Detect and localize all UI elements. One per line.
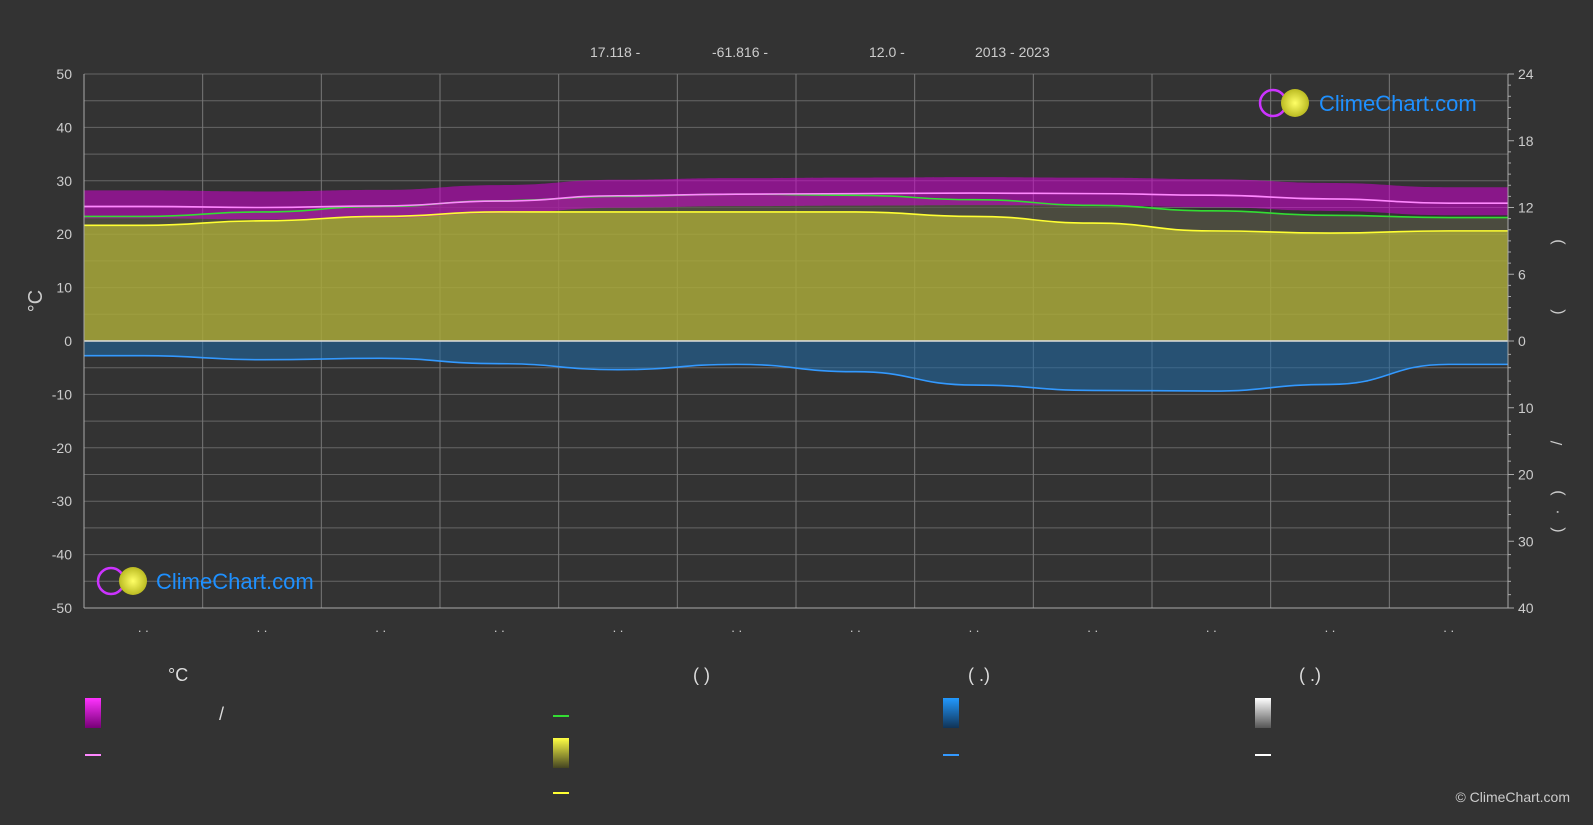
logo-bottom-left	[96, 566, 147, 596]
y-left-tick-label: 50	[56, 66, 72, 82]
legend-head-sun: ( )	[693, 665, 710, 685]
legend-temp-band-swatch	[85, 698, 101, 728]
precipitation-line	[83, 354, 1508, 392]
header-longitude: -61.816 -	[712, 44, 769, 60]
daylight-line	[84, 193, 1508, 219]
y-left-tick-label: -20	[52, 440, 72, 456]
y-right-mm-tick-label: 40	[1518, 600, 1534, 616]
y-right-axis-label: /	[1549, 440, 1566, 445]
legend-head-temperature: °C	[168, 665, 189, 685]
y-right-hours-tick-label: 18	[1518, 133, 1534, 149]
data-lines	[83, 192, 1508, 392]
x-tick-label: . .	[375, 620, 386, 635]
logo-text-bottom: ClimeChart.com	[156, 569, 314, 594]
y-left-tick-label: 40	[56, 119, 72, 135]
y-right-axis-label: )	[1549, 490, 1566, 495]
y-right-axis-label: (	[1549, 527, 1566, 533]
x-tick-label: . .	[1206, 620, 1217, 635]
x-tick-label: . .	[1087, 620, 1098, 635]
y-left-tick-label: -40	[52, 547, 72, 563]
legend-precip-swatch	[943, 698, 959, 728]
x-tick-label: . .	[138, 620, 149, 635]
sunshine-line	[84, 211, 1508, 234]
legend-head-snow: ( .)	[1299, 665, 1321, 685]
y-right-mm-tick-label: 10	[1518, 400, 1534, 416]
x-tick-label: . .	[1443, 620, 1454, 635]
precipitation-area	[84, 341, 1508, 392]
y-right-hours-tick-label: 12	[1518, 200, 1534, 216]
max-temp-line	[84, 192, 1508, 209]
legend-sunshine-swatch	[553, 738, 569, 768]
y-left-tick-label: 0	[64, 333, 72, 349]
legend-symbols	[85, 698, 1271, 794]
axes: 50 40 30 20 10 0 -10 -20 -30 -40 -50 °C 24 18 12 6 0 10 20…	[25, 66, 1566, 635]
y-right-hours-tick-label: 0	[1518, 333, 1526, 349]
y-right-mm-tick-label: 30	[1518, 533, 1534, 549]
copyright: © ClimeChart.com	[1455, 789, 1570, 805]
sunshine-area	[84, 211, 1508, 341]
x-tick-label: . .	[257, 620, 268, 635]
header-elevation: 12.0 -	[869, 44, 905, 60]
y-right-axis-label: )	[1549, 239, 1566, 244]
y-left-axis-label: °C	[25, 290, 47, 312]
legend-temp-slash: /	[219, 704, 225, 724]
y-right-mm-tick-label: 20	[1518, 467, 1534, 483]
logo-text-top: ClimeChart.com	[1319, 91, 1477, 116]
y-right-hours-tick-label: 24	[1518, 66, 1534, 82]
x-tick-label: . .	[850, 620, 861, 635]
x-tick-label: . .	[613, 620, 624, 635]
y-left-tick-label: -30	[52, 493, 72, 509]
y-left-tick-label: -10	[52, 386, 72, 402]
header-latitude: 17.118 -	[590, 44, 641, 60]
x-tick-label: . .	[494, 620, 505, 635]
y-right-axis-label: (	[1549, 309, 1566, 315]
x-tick-label: . .	[731, 620, 742, 635]
x-tick-label: . .	[1325, 620, 1336, 635]
y-left-tick-label: -50	[52, 600, 72, 616]
y-left-tick-label: 20	[56, 226, 72, 242]
legend-grey-swatch	[1255, 698, 1271, 728]
y-left-tick-label: 10	[56, 280, 72, 296]
temperature-band	[84, 177, 1508, 220]
x-tick-label: . .	[969, 620, 980, 635]
legend-head-rain: ( .)	[968, 665, 990, 685]
logo-top-right	[1258, 88, 1309, 118]
y-right-hours-tick-label: 6	[1518, 266, 1526, 282]
y-right-axis-label: ·	[1549, 509, 1566, 514]
logo-sun-icon	[119, 567, 147, 595]
data-fills	[84, 177, 1508, 392]
y-left-tick-label: 30	[56, 173, 72, 189]
logo-sun-icon	[1281, 89, 1309, 117]
header-years: 2013 - 2023	[975, 44, 1050, 60]
